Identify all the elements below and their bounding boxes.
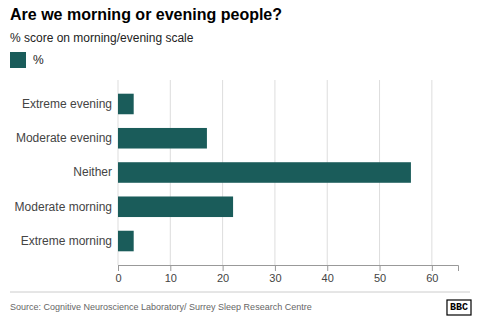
x-tick-label: 20	[217, 272, 229, 284]
x-tick: 20	[217, 265, 229, 284]
x-tick: 30	[269, 265, 281, 284]
logo-text: BBC	[450, 302, 468, 313]
legend: %	[10, 52, 44, 68]
bar	[118, 196, 233, 217]
grid-line	[431, 80, 432, 265]
x-tick: 40	[322, 265, 334, 284]
x-tick-label: 30	[269, 272, 281, 284]
bar	[118, 231, 134, 252]
x-tick-mark	[223, 265, 224, 271]
y-tick: Extreme evening	[22, 97, 112, 111]
grid	[118, 80, 432, 265]
legend-swatch	[10, 52, 26, 68]
x-tick-mark	[170, 265, 171, 271]
x-tick: 0	[115, 265, 121, 284]
y-tick-label: Extreme morning	[21, 234, 112, 248]
x-tick-label: 50	[374, 272, 386, 284]
y-tick: Moderate evening	[16, 131, 112, 145]
subtitle: % score on morning/evening scale	[10, 31, 194, 45]
y-tick-label: Moderate evening	[16, 131, 112, 145]
chart: Are we morning or evening people? % score…	[0, 0, 480, 327]
x-axis-line	[119, 266, 459, 272]
separator	[10, 292, 470, 293]
x-tick-mark	[275, 265, 276, 271]
x-tick-label: 40	[322, 272, 334, 284]
x-tick-mark	[432, 265, 433, 271]
logo-box	[447, 300, 471, 315]
x-tick-label: 0	[115, 272, 121, 284]
bar	[118, 128, 207, 149]
x-tick-mark	[118, 265, 119, 271]
y-axis: Extreme evening Moderate evening Neither Mo…	[15, 97, 112, 248]
source: Source: Cognitive Neuroscience Laborator…	[10, 302, 312, 312]
x-tick: 50	[374, 265, 386, 284]
legend-label: %	[33, 53, 44, 67]
y-tick: Extreme morning	[21, 234, 112, 248]
x-tick: 60	[426, 265, 438, 284]
x-tick-mark	[380, 265, 381, 271]
y-tick: Moderate morning	[15, 200, 112, 214]
logo: BBC	[447, 300, 471, 315]
plot: 0 10 20 30 40 50 60 Extreme evening Moderate eve…	[15, 80, 459, 284]
title: Are we morning or evening people?	[10, 6, 282, 23]
y-tick: Neither	[73, 165, 112, 179]
bar	[118, 94, 134, 115]
y-tick-label: Extreme evening	[22, 97, 112, 111]
x-tick-label: 60	[426, 272, 438, 284]
bars	[118, 94, 411, 252]
x-tick-mark	[327, 265, 328, 271]
x-tick-label: 10	[165, 272, 177, 284]
bar	[118, 162, 411, 183]
y-tick-label: Moderate morning	[15, 200, 112, 214]
x-axis: 0 10 20 30 40 50 60	[115, 265, 458, 284]
y-tick-label: Neither	[73, 165, 112, 179]
x-tick: 10	[165, 265, 177, 284]
